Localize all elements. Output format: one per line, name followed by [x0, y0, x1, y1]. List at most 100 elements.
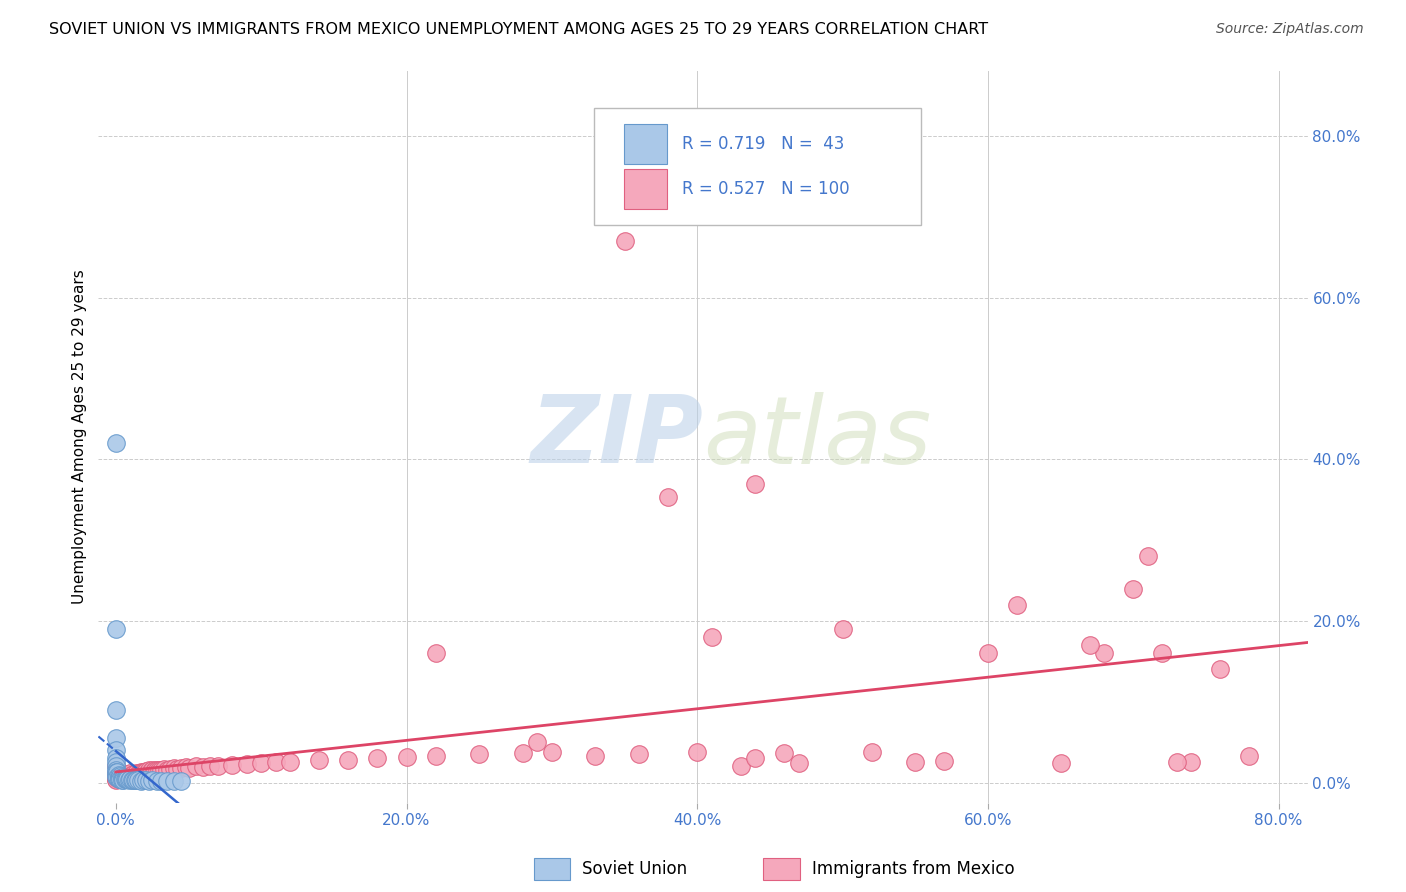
Point: [120, 772, 142, 787]
Point: [163, 761, 186, 775]
Point: [127, 766, 149, 780]
Point: [104, 743, 127, 757]
Point: [235, 757, 257, 772]
Point: [163, 774, 186, 789]
Text: atlas: atlas: [703, 392, 931, 483]
Point: [142, 764, 165, 779]
Text: SOVIET UNION VS IMMIGRANTS FROM MEXICO UNEMPLOYMENT AMONG AGES 25 TO 29 YEARS CO: SOVIET UNION VS IMMIGRANTS FROM MEXICO U…: [49, 22, 988, 37]
Point: [107, 771, 129, 785]
Point: [1209, 662, 1232, 676]
Point: [104, 763, 127, 777]
Point: [1166, 756, 1188, 770]
Point: [112, 771, 135, 785]
Point: [114, 771, 136, 785]
Text: R = 0.527   N = 100: R = 0.527 N = 100: [682, 180, 851, 198]
Point: [138, 774, 160, 789]
Text: R = 0.719   N =  43: R = 0.719 N = 43: [682, 135, 845, 153]
Point: [170, 774, 193, 789]
Point: [104, 772, 127, 786]
Point: [120, 765, 142, 780]
Point: [114, 772, 136, 786]
Point: [134, 765, 156, 780]
Point: [104, 436, 127, 450]
Point: [207, 759, 229, 773]
Text: Immigrants from Mexico: Immigrants from Mexico: [811, 860, 1015, 878]
Point: [686, 745, 709, 759]
Point: [395, 749, 418, 764]
Point: [628, 747, 651, 762]
Point: [105, 765, 128, 780]
Point: [104, 773, 127, 788]
Point: [831, 622, 853, 636]
Point: [860, 745, 883, 759]
Point: [512, 747, 534, 761]
Point: [1152, 646, 1174, 660]
Point: [526, 735, 548, 749]
FancyBboxPatch shape: [534, 858, 569, 880]
Point: [111, 770, 134, 784]
Point: [121, 767, 143, 781]
Point: [138, 764, 160, 778]
Point: [111, 772, 134, 786]
Point: [159, 762, 181, 776]
Point: [148, 763, 170, 777]
Point: [934, 754, 956, 768]
Point: [141, 764, 163, 778]
Point: [613, 234, 636, 248]
Point: [468, 747, 491, 762]
Point: [104, 731, 127, 746]
FancyBboxPatch shape: [595, 108, 921, 225]
Point: [366, 751, 388, 765]
Point: [425, 748, 447, 763]
Point: [118, 767, 141, 781]
Point: [117, 766, 139, 780]
Point: [111, 773, 134, 788]
Point: [124, 767, 146, 781]
Point: [114, 767, 136, 781]
Point: [128, 765, 150, 780]
Point: [136, 765, 159, 780]
Point: [308, 753, 330, 767]
Point: [104, 622, 127, 636]
FancyBboxPatch shape: [624, 124, 666, 164]
Point: [131, 765, 153, 780]
Point: [250, 756, 273, 771]
Point: [124, 773, 146, 788]
Point: [104, 759, 127, 773]
Point: [1005, 598, 1028, 612]
Point: [730, 759, 752, 773]
Point: [156, 774, 179, 789]
Point: [122, 766, 145, 780]
Point: [104, 767, 127, 781]
Point: [105, 771, 128, 785]
Point: [118, 770, 141, 784]
Point: [904, 756, 927, 770]
Point: [1078, 638, 1101, 652]
Point: [110, 772, 132, 787]
Point: [135, 764, 157, 779]
Point: [174, 760, 197, 774]
Point: [115, 772, 138, 787]
Point: [115, 770, 138, 784]
Point: [127, 773, 149, 788]
Point: [117, 772, 139, 787]
Point: [184, 759, 207, 773]
Point: [135, 773, 157, 788]
Point: [1136, 549, 1159, 564]
Point: [787, 756, 810, 771]
Point: [1180, 755, 1202, 769]
Point: [107, 768, 129, 782]
Point: [110, 767, 132, 781]
Point: [1092, 646, 1115, 660]
Point: [221, 757, 243, 772]
Y-axis label: Unemployment Among Ages 25 to 29 years: Unemployment Among Ages 25 to 29 years: [72, 269, 87, 605]
Point: [129, 765, 152, 780]
FancyBboxPatch shape: [763, 858, 800, 880]
Point: [200, 758, 222, 772]
Point: [107, 769, 129, 783]
Point: [141, 773, 163, 788]
Point: [143, 763, 166, 777]
Point: [112, 771, 135, 785]
Point: [132, 765, 155, 780]
Point: [425, 646, 447, 660]
